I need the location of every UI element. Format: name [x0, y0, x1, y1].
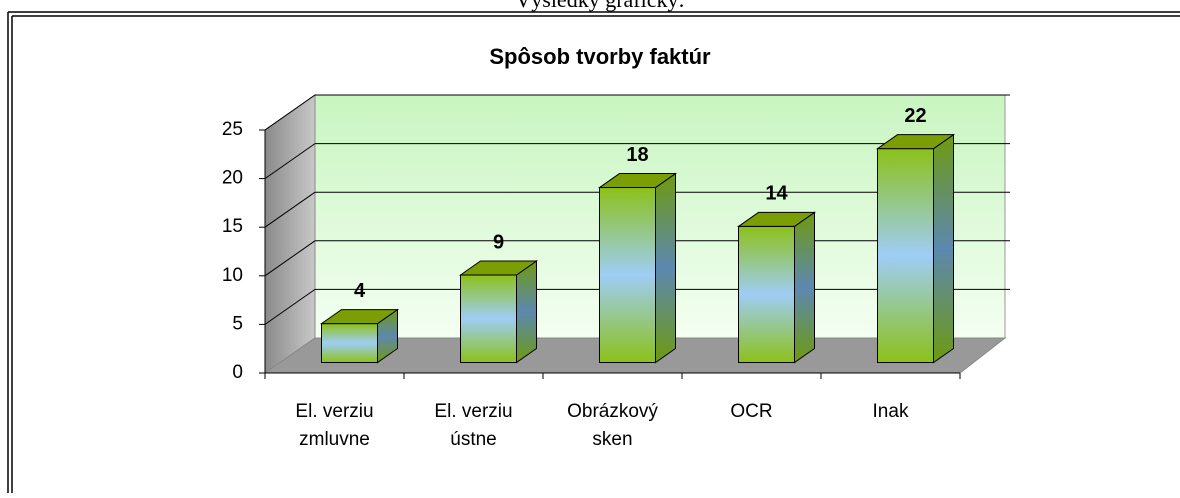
label-line: El. verziu	[295, 401, 373, 422]
bar-top	[319, 309, 400, 325]
y-tick-label: 20	[222, 168, 243, 189]
grid-line	[264, 191, 316, 228]
label-line: zmluvne	[299, 429, 370, 450]
bar-side	[516, 260, 537, 364]
grid-line	[264, 240, 316, 277]
y-tick-label: 25	[222, 119, 243, 140]
y-tick-label: 15	[222, 216, 243, 237]
value-label: 4	[354, 280, 366, 302]
bar-top	[597, 173, 678, 189]
grid-line	[264, 94, 316, 131]
y-tick-label: 10	[222, 265, 243, 286]
bar	[460, 274, 517, 363]
label-line: sken	[592, 429, 632, 450]
grid-line	[264, 143, 316, 180]
y-tick-label: 0	[232, 362, 243, 383]
x-tick-label: El. verziu zmluvne	[295, 401, 373, 450]
bar-top	[875, 134, 956, 150]
bar-top	[736, 211, 817, 227]
bar	[738, 225, 795, 363]
value-label: 14	[765, 183, 788, 205]
label-line: El. verziu	[434, 401, 512, 422]
bar-side	[655, 172, 676, 364]
x-tick-label: El. verziu ústne	[434, 401, 512, 450]
bar-side	[794, 211, 815, 364]
label-line: Inak	[873, 401, 909, 422]
value-label: 9	[493, 231, 504, 253]
x-tick-label: OCR	[730, 401, 772, 422]
grid-line	[264, 288, 316, 325]
value-label: 18	[626, 144, 648, 166]
y-tick-label: 5	[232, 313, 243, 334]
side-wall	[264, 94, 316, 374]
x-tick-label: Obrázkový sken	[567, 401, 658, 450]
x-tick-label: Inak	[873, 401, 909, 422]
chart-title: Spôsob tvorby faktúr	[489, 44, 711, 69]
bar-top	[458, 260, 539, 276]
label-line: ústne	[450, 429, 496, 450]
frame	[7, 11, 1180, 493]
bar	[877, 148, 934, 363]
bar	[321, 323, 378, 363]
bar-side	[933, 133, 954, 364]
bar	[599, 187, 656, 363]
caption: Výsledky graficky:	[515, 0, 684, 12]
value-label: 22	[904, 105, 926, 127]
label-line: OCR	[730, 401, 772, 422]
label-line: Obrázkový	[567, 401, 658, 422]
